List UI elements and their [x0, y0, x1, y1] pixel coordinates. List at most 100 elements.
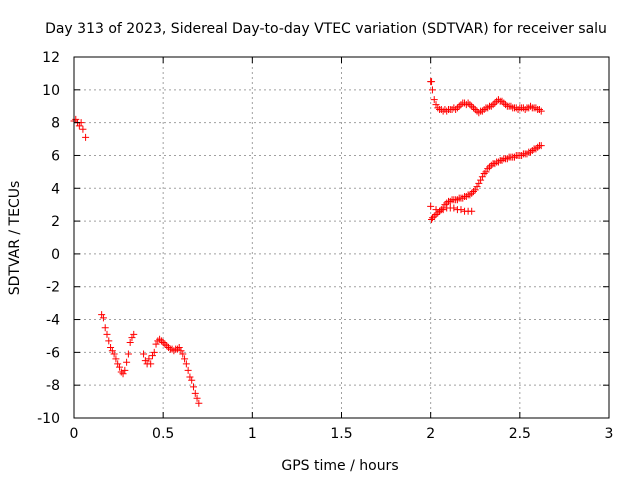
data-point: [188, 376, 196, 384]
data-point: [466, 191, 474, 199]
data-point: [82, 133, 90, 141]
data-point: [432, 206, 440, 214]
data-point: [428, 86, 436, 94]
data-point: [434, 209, 442, 217]
x-tick-label: 1.5: [330, 426, 352, 442]
data-point: [500, 99, 508, 107]
data-point: [514, 106, 522, 114]
data-point: [141, 357, 149, 365]
x-axis-label: GPS time / hours: [281, 458, 398, 474]
data-point: [484, 165, 492, 173]
data-point: [170, 347, 178, 355]
y-tick-label: -2: [46, 280, 60, 296]
data-point: [450, 204, 458, 212]
data-point: [469, 104, 477, 112]
data-point: [195, 399, 203, 407]
data-point: [478, 107, 486, 115]
data-point: [159, 339, 167, 347]
data-point: [105, 337, 113, 345]
data-point: [471, 186, 479, 194]
data-point: [140, 350, 148, 358]
data-point: [491, 160, 499, 168]
data-point: [527, 102, 535, 110]
data-point: [468, 189, 476, 197]
data-point: [528, 147, 536, 155]
data-point: [462, 192, 470, 200]
data-point: [475, 109, 483, 117]
data-point: [480, 106, 488, 114]
data-point: [432, 101, 440, 109]
y-tick-label: 0: [51, 247, 60, 263]
data-point: [156, 335, 164, 343]
data-point: [123, 358, 131, 366]
axis-ticks: 0 0.5 1 1.5 2 2.5 3 -10 -8 -6 -4 -2 0 2 4 6 8 10 12: [37, 50, 613, 442]
data-point: [114, 360, 122, 368]
data-point: [453, 196, 461, 204]
data-point: [466, 101, 474, 109]
y-tick-label: 10: [42, 83, 60, 99]
data-point: [452, 106, 460, 114]
data-point: [150, 348, 158, 356]
data-point: [503, 155, 511, 163]
data-point: [482, 168, 490, 176]
data-point: [182, 360, 190, 368]
data-point: [484, 104, 492, 112]
data-point: [179, 350, 187, 358]
data-point: [75, 122, 83, 130]
data-point: [98, 311, 106, 319]
data-point: [443, 107, 451, 115]
data-point: [112, 355, 120, 363]
data-point: [510, 153, 518, 161]
data-point: [126, 339, 134, 347]
data-point: [193, 394, 201, 402]
data-point: [161, 340, 169, 348]
data-point: [494, 158, 502, 166]
y-tick-label: -10: [37, 411, 60, 427]
data-point: [441, 201, 449, 209]
data-point: [189, 383, 197, 391]
y-tick-label: 2: [51, 214, 60, 230]
y-axis-label: SDTVAR / TECUs: [7, 181, 23, 296]
data-point: [446, 197, 454, 205]
data-point: [436, 207, 444, 215]
data-points: [70, 78, 545, 407]
data-point: [486, 163, 494, 171]
data-point: [491, 99, 499, 107]
data-point: [535, 106, 543, 114]
data-point: [157, 337, 165, 345]
data-point: [148, 352, 156, 360]
data-point: [534, 143, 542, 151]
data-point: [464, 99, 472, 107]
data-point: [163, 342, 171, 350]
data-point: [457, 206, 465, 214]
data-point: [498, 97, 506, 105]
data-point: [79, 125, 87, 133]
data-point: [439, 206, 447, 214]
data-point: [498, 156, 506, 164]
data-point: [480, 170, 488, 178]
y-tick-label: 8: [51, 116, 60, 132]
data-point: [430, 212, 438, 220]
data-point: [473, 183, 481, 191]
data-point: [469, 188, 477, 196]
data-point: [507, 102, 515, 110]
y-tick-label: 12: [42, 50, 60, 66]
x-tick-label: 2.5: [509, 426, 531, 442]
data-point: [124, 350, 132, 358]
data-point: [478, 173, 486, 181]
x-tick-label: 2: [426, 426, 435, 442]
data-point: [152, 340, 160, 348]
data-point: [521, 106, 529, 114]
data-point: [427, 202, 435, 210]
data-point: [186, 373, 194, 381]
y-tick-label: -8: [46, 378, 60, 394]
data-point: [108, 347, 116, 355]
data-point: [147, 360, 155, 368]
data-point: [487, 161, 495, 169]
data-point: [459, 194, 467, 202]
data-point: [468, 102, 476, 110]
data-point: [527, 148, 535, 156]
data-point: [115, 363, 123, 371]
data-point: [455, 102, 463, 110]
